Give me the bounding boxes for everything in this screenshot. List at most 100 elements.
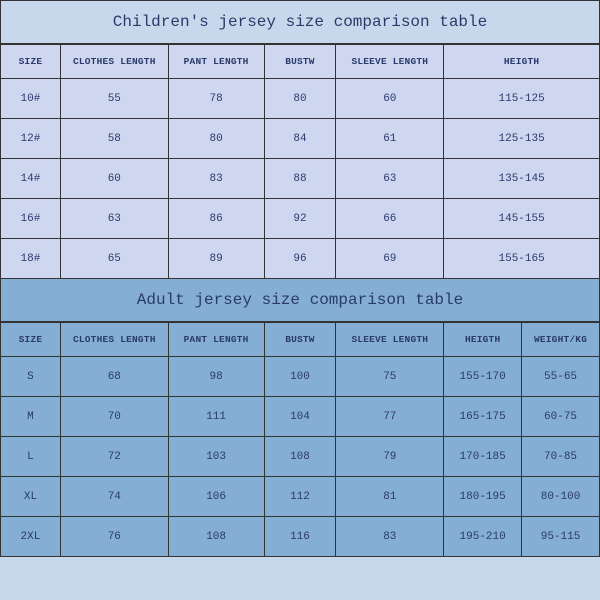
cell: L: [1, 437, 61, 477]
cell: 108: [264, 437, 336, 477]
cell: 80: [168, 119, 264, 159]
cell: 75: [336, 357, 444, 397]
col-header: PANT LENGTH: [168, 323, 264, 357]
cell: 72: [60, 437, 168, 477]
cell: 77: [336, 397, 444, 437]
cell: 145-155: [444, 199, 600, 239]
cell: 79: [336, 437, 444, 477]
table-row: 14# 60 83 88 63 135-145: [1, 159, 600, 199]
cell: 84: [264, 119, 336, 159]
cell: 155-170: [444, 357, 522, 397]
cell: 74: [60, 477, 168, 517]
cell: 70-85: [522, 437, 600, 477]
cell: 116: [264, 517, 336, 557]
cell: 98: [168, 357, 264, 397]
cell: 65: [60, 239, 168, 279]
children-table: SIZE CLOTHES LENGTH PANT LENGTH BUSTW SL…: [0, 44, 600, 279]
cell: 103: [168, 437, 264, 477]
cell: 55: [60, 79, 168, 119]
cell: 78: [168, 79, 264, 119]
adult-tbody: S 68 98 100 75 155-170 55-65 M 70 111 10…: [1, 357, 600, 557]
col-header: SIZE: [1, 323, 61, 357]
cell: 60-75: [522, 397, 600, 437]
adult-table: SIZE CLOTHES LENGTH PANT LENGTH BUSTW SL…: [0, 322, 600, 557]
cell: 14#: [1, 159, 61, 199]
table-row: M 70 111 104 77 165-175 60-75: [1, 397, 600, 437]
cell: 12#: [1, 119, 61, 159]
cell: 10#: [1, 79, 61, 119]
cell: XL: [1, 477, 61, 517]
cell: 165-175: [444, 397, 522, 437]
col-header: HEIGTH: [444, 323, 522, 357]
children-title: Children's jersey size comparison table: [0, 0, 600, 44]
cell: 58: [60, 119, 168, 159]
cell: 60: [336, 79, 444, 119]
cell: 86: [168, 199, 264, 239]
cell: 63: [60, 199, 168, 239]
cell: 63: [336, 159, 444, 199]
cell: 95-115: [522, 517, 600, 557]
cell: 61: [336, 119, 444, 159]
children-thead: SIZE CLOTHES LENGTH PANT LENGTH BUSTW SL…: [1, 45, 600, 79]
cell: 2XL: [1, 517, 61, 557]
cell: 155-165: [444, 239, 600, 279]
col-header: SLEEVE LENGTH: [336, 323, 444, 357]
adult-thead: SIZE CLOTHES LENGTH PANT LENGTH BUSTW SL…: [1, 323, 600, 357]
children-table-container: SIZE CLOTHES LENGTH PANT LENGTH BUSTW SL…: [0, 44, 600, 279]
cell: 81: [336, 477, 444, 517]
col-header: CLOTHES LENGTH: [60, 323, 168, 357]
cell: 125-135: [444, 119, 600, 159]
col-header: BUSTW: [264, 323, 336, 357]
cell: 66: [336, 199, 444, 239]
table-row: 16# 63 86 92 66 145-155: [1, 199, 600, 239]
col-header: SIZE: [1, 45, 61, 79]
table-row: L 72 103 108 79 170-185 70-85: [1, 437, 600, 477]
cell: 100: [264, 357, 336, 397]
table-row: 2XL 76 108 116 83 195-210 95-115: [1, 517, 600, 557]
cell: 89: [168, 239, 264, 279]
cell: 60: [60, 159, 168, 199]
adult-title: Adult jersey size comparison table: [0, 279, 600, 322]
cell: 88: [264, 159, 336, 199]
cell: 106: [168, 477, 264, 517]
table-row: 10# 55 78 80 60 115-125: [1, 79, 600, 119]
cell: 111: [168, 397, 264, 437]
cell: 96: [264, 239, 336, 279]
col-header: BUSTW: [264, 45, 336, 79]
cell: 115-125: [444, 79, 600, 119]
col-header: PANT LENGTH: [168, 45, 264, 79]
cell: 83: [336, 517, 444, 557]
cell: M: [1, 397, 61, 437]
table-row: 12# 58 80 84 61 125-135: [1, 119, 600, 159]
table-header-row: SIZE CLOTHES LENGTH PANT LENGTH BUSTW SL…: [1, 323, 600, 357]
cell: 68: [60, 357, 168, 397]
col-header: WEIGHT/KG: [522, 323, 600, 357]
cell: 92: [264, 199, 336, 239]
size-chart-wrapper: Children's jersey size comparison table …: [0, 0, 600, 557]
cell: 55-65: [522, 357, 600, 397]
col-header: CLOTHES LENGTH: [60, 45, 168, 79]
cell: 70: [60, 397, 168, 437]
cell: 76: [60, 517, 168, 557]
cell: 170-185: [444, 437, 522, 477]
cell: 112: [264, 477, 336, 517]
cell: 16#: [1, 199, 61, 239]
cell: 195-210: [444, 517, 522, 557]
col-header: SLEEVE LENGTH: [336, 45, 444, 79]
cell: 80: [264, 79, 336, 119]
adult-table-container: SIZE CLOTHES LENGTH PANT LENGTH BUSTW SL…: [0, 322, 600, 557]
cell: S: [1, 357, 61, 397]
table-header-row: SIZE CLOTHES LENGTH PANT LENGTH BUSTW SL…: [1, 45, 600, 79]
table-row: XL 74 106 112 81 180-195 80-100: [1, 477, 600, 517]
children-tbody: 10# 55 78 80 60 115-125 12# 58 80 84 61 …: [1, 79, 600, 279]
cell: 108: [168, 517, 264, 557]
cell: 180-195: [444, 477, 522, 517]
cell: 80-100: [522, 477, 600, 517]
col-header: HEIGTH: [444, 45, 600, 79]
table-row: S 68 98 100 75 155-170 55-65: [1, 357, 600, 397]
cell: 69: [336, 239, 444, 279]
table-row: 18# 65 89 96 69 155-165: [1, 239, 600, 279]
cell: 83: [168, 159, 264, 199]
cell: 104: [264, 397, 336, 437]
cell: 18#: [1, 239, 61, 279]
